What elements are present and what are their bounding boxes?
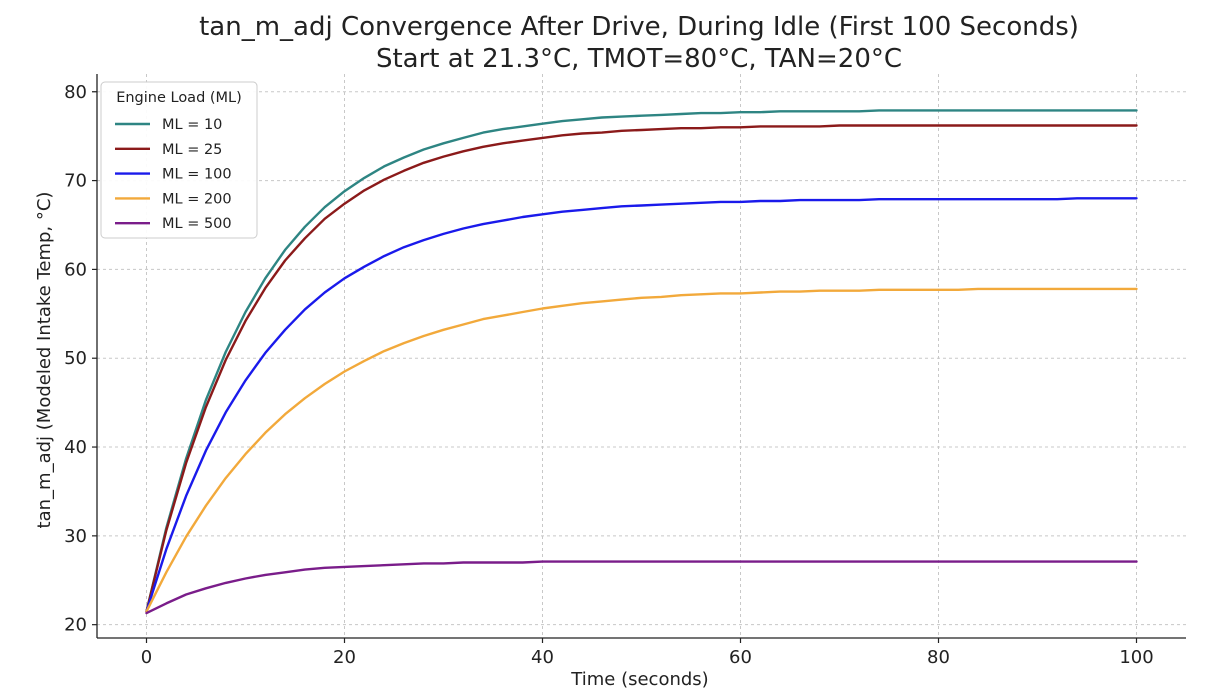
legend-label: ML = 25 xyxy=(162,142,222,158)
legend-label: ML = 10 xyxy=(162,117,222,133)
legend-label: ML = 200 xyxy=(162,191,232,207)
x-axis-label: Time (seconds) xyxy=(570,669,708,690)
x-tick-label: 0 xyxy=(141,647,152,668)
series-line-4 xyxy=(145,287,1138,613)
x-tick-label: 40 xyxy=(531,647,554,668)
x-tick-label: 80 xyxy=(927,647,950,668)
y-tick-label: 30 xyxy=(64,526,87,547)
chart-title-line-2: Start at 21.3°C, TMOT=80°C, TAN=20°C xyxy=(376,44,902,74)
legend-label: ML = 100 xyxy=(162,167,232,183)
axes xyxy=(92,74,1186,643)
chart-title-line-1: tan_m_adj Convergence After Drive, Durin… xyxy=(199,12,1079,42)
legend-title: Engine Load (ML) xyxy=(116,90,242,106)
series-line-1 xyxy=(145,109,1138,613)
x-tick-label: 100 xyxy=(1119,647,1153,668)
series-lines xyxy=(145,109,1138,615)
tick-labels: 0 20 40 60 80 100 20 30 40 50 60 70 80 xyxy=(64,82,1154,668)
x-tick-label: 20 xyxy=(333,647,356,668)
y-tick-label: 50 xyxy=(64,348,87,369)
legend: Engine Load (ML) ML = 10 ML = 25 ML = 100 M… xyxy=(100,81,258,239)
series-line-5 xyxy=(145,560,1138,615)
y-tick-label: 40 xyxy=(64,437,87,458)
series-line-2 xyxy=(145,124,1138,613)
y-tick-label: 80 xyxy=(64,82,87,103)
y-axis-label: tan_m_adj (Modeled Intake Temp, °C) xyxy=(34,192,55,529)
y-tick-label: 70 xyxy=(64,171,87,192)
grid xyxy=(97,74,1186,638)
y-tick-label: 60 xyxy=(64,259,87,280)
x-tick-label: 60 xyxy=(729,647,752,668)
legend-label: ML = 500 xyxy=(162,216,232,232)
series-line-3 xyxy=(145,197,1138,613)
y-tick-label: 20 xyxy=(64,615,87,636)
